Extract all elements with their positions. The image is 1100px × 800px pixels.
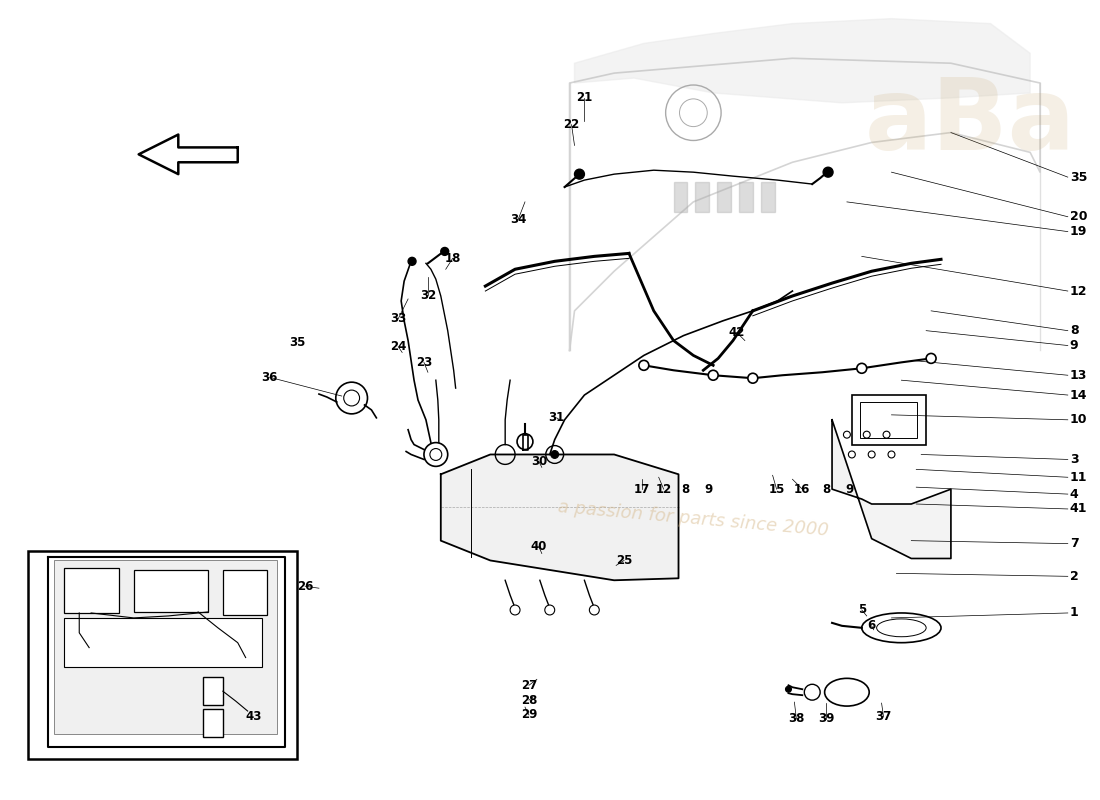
Text: 34: 34 [510, 214, 526, 226]
Text: 24: 24 [390, 340, 406, 353]
Bar [28, 550, 297, 758]
Text: 6: 6 [868, 619, 876, 632]
Text: 39: 39 [818, 713, 834, 726]
Text: 5: 5 [858, 603, 866, 617]
Circle shape [590, 605, 600, 615]
Text: a passion for parts since 2000: a passion for parts since 2000 [558, 498, 829, 540]
Text: 22: 22 [563, 118, 580, 131]
Circle shape [748, 374, 758, 383]
Text: 30: 30 [530, 455, 547, 468]
Bar [204, 678, 223, 705]
Bar [223, 570, 267, 615]
Circle shape [708, 370, 718, 380]
Text: 26: 26 [297, 580, 313, 593]
Text: 16: 16 [794, 482, 811, 496]
Text: 7: 7 [1070, 537, 1078, 550]
Bar [65, 618, 263, 667]
Text: 25: 25 [616, 554, 632, 567]
Text: 17: 17 [634, 482, 650, 496]
Text: 2: 2 [1070, 570, 1078, 583]
Circle shape [823, 167, 833, 177]
Polygon shape [717, 182, 732, 212]
Text: 40: 40 [530, 540, 547, 553]
Text: 43: 43 [245, 710, 262, 723]
Text: 8: 8 [1070, 324, 1078, 337]
Polygon shape [673, 182, 688, 212]
Text: 9: 9 [704, 482, 713, 496]
Text: 12: 12 [1070, 285, 1087, 298]
Circle shape [888, 451, 895, 458]
Circle shape [639, 360, 649, 370]
Text: 9: 9 [846, 482, 854, 496]
Circle shape [857, 363, 867, 374]
Circle shape [785, 686, 791, 692]
Text: 9: 9 [1070, 339, 1078, 352]
Text: 31: 31 [549, 411, 564, 424]
Text: 11: 11 [1070, 470, 1087, 484]
Text: 13: 13 [1070, 369, 1087, 382]
Polygon shape [574, 18, 1031, 103]
Text: 19: 19 [1070, 225, 1087, 238]
Bar [860, 402, 917, 438]
Circle shape [848, 451, 856, 458]
Text: 41: 41 [1070, 502, 1087, 515]
Circle shape [544, 605, 554, 615]
Circle shape [926, 354, 936, 363]
Text: 28: 28 [520, 694, 537, 706]
Circle shape [441, 247, 449, 255]
Circle shape [408, 258, 416, 266]
Circle shape [868, 451, 876, 458]
Text: aBa: aBa [866, 74, 1076, 171]
Text: 33: 33 [390, 312, 406, 326]
Circle shape [510, 605, 520, 615]
Circle shape [844, 431, 850, 438]
Text: 27: 27 [520, 678, 537, 692]
Text: 29: 29 [520, 709, 537, 722]
Polygon shape [739, 182, 752, 212]
Text: 32: 32 [420, 289, 436, 302]
Bar [851, 395, 926, 445]
Text: 20: 20 [1070, 210, 1087, 223]
Polygon shape [441, 454, 679, 580]
Polygon shape [695, 182, 710, 212]
Text: 35: 35 [289, 336, 306, 349]
Text: 8: 8 [681, 482, 690, 496]
Polygon shape [761, 182, 774, 212]
Text: 37: 37 [876, 710, 892, 723]
Circle shape [864, 431, 870, 438]
Circle shape [551, 450, 559, 458]
Text: 42: 42 [729, 326, 745, 339]
Text: 23: 23 [416, 356, 432, 369]
Polygon shape [832, 420, 950, 558]
Text: 36: 36 [261, 370, 277, 384]
Text: 12: 12 [656, 482, 672, 496]
Circle shape [883, 431, 890, 438]
Bar [55, 561, 277, 734]
Text: 8: 8 [822, 482, 830, 496]
Text: 14: 14 [1070, 389, 1087, 402]
Text: 15: 15 [769, 482, 784, 496]
Circle shape [574, 170, 584, 179]
Bar [204, 709, 223, 737]
Text: 35: 35 [1070, 170, 1087, 184]
Text: 4: 4 [1070, 488, 1078, 501]
Bar [134, 570, 208, 612]
Polygon shape [139, 134, 238, 174]
Text: 3: 3 [1070, 453, 1078, 466]
Text: 21: 21 [576, 91, 593, 104]
Bar [65, 568, 119, 613]
Text: 18: 18 [444, 252, 461, 265]
Text: 10: 10 [1070, 414, 1087, 426]
Text: 38: 38 [789, 713, 804, 726]
Text: 1: 1 [1070, 606, 1078, 619]
